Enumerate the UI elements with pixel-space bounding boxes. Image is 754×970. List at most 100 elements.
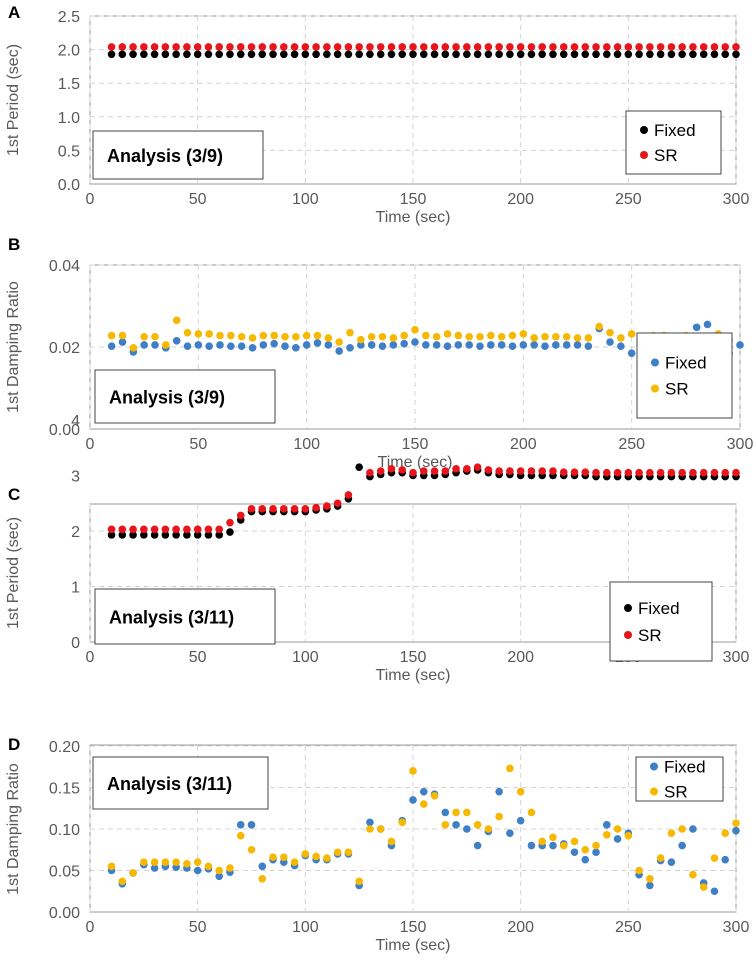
data-point-sr <box>538 467 546 475</box>
x-tick-label: 250 <box>615 919 642 936</box>
data-point-fixed <box>172 531 180 539</box>
data-point-fixed <box>549 841 557 850</box>
x-tick-label: 300 <box>723 191 750 208</box>
x-tick-label: 0 <box>86 919 95 936</box>
y-tick-label: 0.05 <box>49 864 80 881</box>
data-point-fixed <box>236 821 245 829</box>
data-point-fixed <box>527 50 536 59</box>
data-point-sr <box>678 43 686 51</box>
data-point-sr <box>473 463 482 471</box>
data-point-fixed <box>183 531 191 539</box>
data-point-fixed <box>183 342 192 350</box>
data-point-fixed <box>646 50 654 59</box>
data-point-fixed <box>398 50 407 59</box>
data-point-fixed <box>129 531 137 539</box>
data-point-fixed <box>129 50 137 59</box>
analysis-box <box>94 588 276 645</box>
x-tick-label: 150 <box>402 436 429 453</box>
data-point-fixed <box>463 50 471 59</box>
data-point-sr <box>441 43 450 51</box>
data-point-fixed <box>508 342 517 350</box>
data-point-sr <box>344 491 353 499</box>
data-point-sr <box>646 468 654 477</box>
legend-marker-sr <box>640 151 648 159</box>
x-tick-label: 150 <box>400 919 427 936</box>
data-point-sr <box>355 43 363 51</box>
data-point-sr <box>627 330 636 338</box>
data-point-fixed <box>367 341 376 349</box>
data-point-fixed <box>538 50 546 59</box>
data-point-fixed <box>193 531 202 539</box>
data-point-fixed <box>678 841 686 850</box>
data-point-fixed <box>409 50 417 59</box>
y-tick-label: 1.5 <box>58 76 80 93</box>
x-tick-label: 300 <box>723 919 750 936</box>
data-point-sr <box>323 854 331 862</box>
y-tick-label: 2.5 <box>58 9 80 26</box>
data-point-fixed <box>193 866 202 875</box>
data-point-sr <box>635 43 643 51</box>
data-point-fixed <box>389 341 398 349</box>
y-tick-label: 2.0 <box>58 43 80 60</box>
data-point-fixed <box>721 855 730 864</box>
series-fixed <box>107 50 740 59</box>
data-point-sr <box>172 43 180 51</box>
data-point-sr <box>205 330 213 338</box>
panel-a: A 0 50 100 150 200 250 300 0.0 0.5 1.0 1.5 2.0 2.5 Tim… <box>5 3 749 226</box>
data-point-sr <box>193 43 202 51</box>
data-point-sr <box>376 43 385 51</box>
legend-marker-fixed <box>640 126 648 134</box>
data-point-fixed <box>161 50 170 59</box>
data-point-fixed <box>204 531 213 539</box>
data-point-sr <box>581 845 590 854</box>
data-point-fixed <box>495 787 503 796</box>
data-point-fixed <box>335 347 343 355</box>
data-point-fixed <box>617 342 625 350</box>
legend-label-sr: SR <box>665 380 689 399</box>
data-point-sr <box>107 43 116 51</box>
data-point-sr <box>699 883 708 891</box>
data-point-sr <box>635 866 643 875</box>
data-point-sr <box>140 43 148 51</box>
data-point-fixed <box>118 50 127 59</box>
data-point-sr <box>344 43 353 51</box>
data-point-sr <box>452 808 460 817</box>
legend-box <box>625 110 722 175</box>
analysis-box <box>94 369 276 424</box>
data-point-fixed <box>516 50 525 59</box>
data-point-sr <box>452 465 460 473</box>
x-tick-label: 150 <box>400 191 427 208</box>
data-point-sr <box>280 853 288 862</box>
data-point-sr <box>312 43 320 51</box>
data-point-sr <box>732 819 740 827</box>
data-point-fixed <box>627 349 636 357</box>
data-point-sr <box>259 331 268 340</box>
data-point-fixed <box>183 50 191 59</box>
data-point-fixed <box>443 342 452 350</box>
data-point-fixed <box>721 50 730 59</box>
y-axis-title: 1st Period (sec) <box>5 517 22 629</box>
data-point-sr <box>162 341 170 349</box>
data-point-sr <box>226 43 234 51</box>
x-tick-label: 0 <box>86 649 95 666</box>
data-point-fixed <box>258 50 267 59</box>
data-point-fixed <box>562 341 571 349</box>
data-point-sr <box>463 465 471 473</box>
data-point-fixed <box>430 50 439 59</box>
data-point-sr <box>603 831 611 839</box>
panel-letter: B <box>8 235 20 254</box>
y-tick-label: 0.5 <box>58 143 80 160</box>
legend: Fixed SR <box>625 110 722 175</box>
data-point-sr <box>161 43 170 51</box>
analysis-label: Analysis (3/11) <box>107 774 232 794</box>
data-point-sr <box>549 467 557 475</box>
data-point-fixed <box>215 531 223 539</box>
data-point-sr <box>313 331 322 340</box>
data-point-sr <box>269 43 277 51</box>
data-point-sr <box>400 331 408 340</box>
data-point-sr <box>549 833 557 842</box>
legend-label-sr: SR <box>638 626 662 645</box>
data-point-fixed <box>484 50 493 59</box>
data-point-sr <box>312 503 320 512</box>
data-point-sr <box>118 43 127 51</box>
